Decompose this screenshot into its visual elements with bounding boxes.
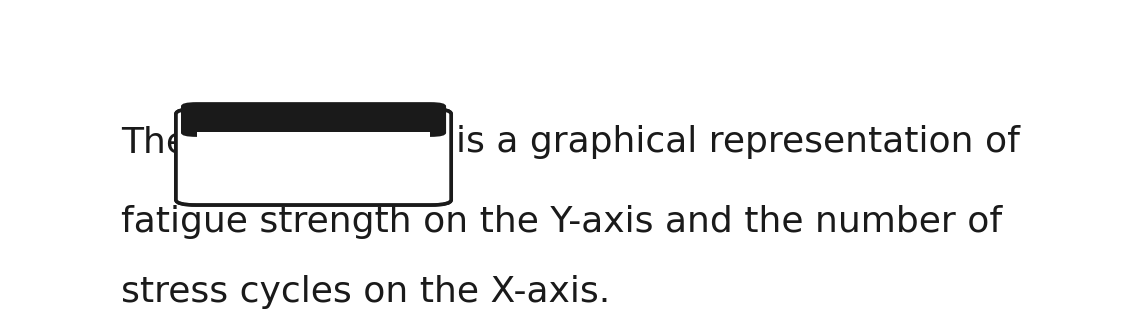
Text: stress cycles on the X-axis.: stress cycles on the X-axis. — [120, 275, 610, 309]
Text: is a graphical representation of: is a graphical representation of — [457, 125, 1020, 159]
Text: The: The — [120, 125, 199, 159]
Bar — [197, 132, 431, 200]
FancyBboxPatch shape — [181, 102, 447, 137]
FancyBboxPatch shape — [176, 109, 451, 205]
Text: fatigue strength on the Y-axis and the number of: fatigue strength on the Y-axis and the n… — [120, 205, 1002, 239]
